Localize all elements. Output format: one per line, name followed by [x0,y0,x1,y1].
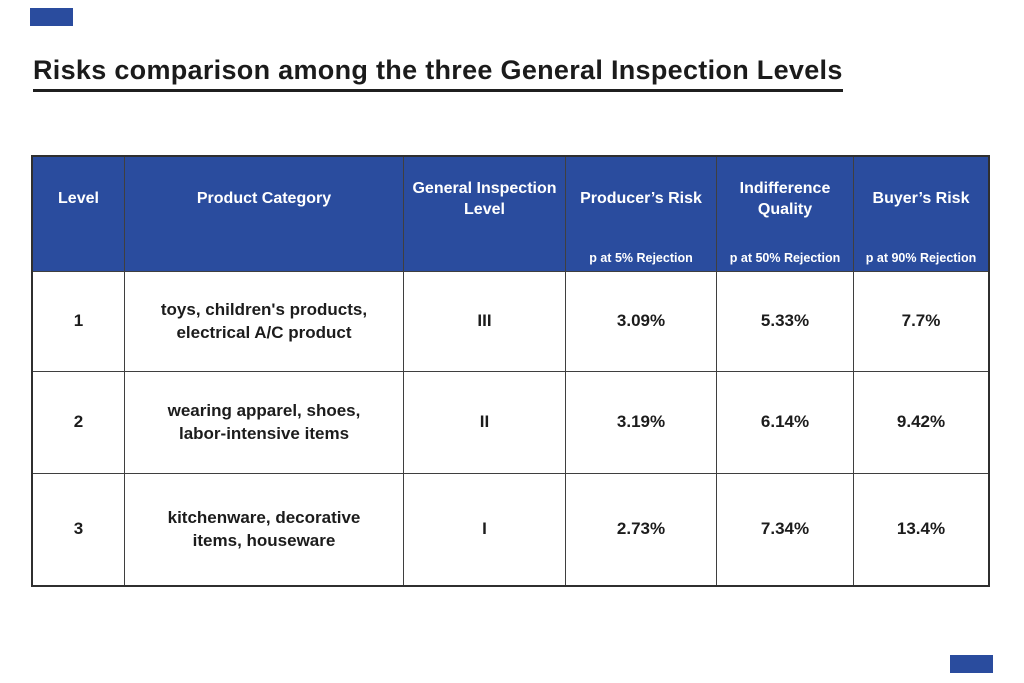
column-header-sublabel [33,242,124,271]
table-row-2-level: 2 [33,372,125,474]
cell-value: 9.42% [896,412,946,432]
corner-accent-bottom-right [950,655,993,673]
column-header-indifference-quality: Indifference Quality p at 50% Rejection [717,157,854,272]
table-grid: Level Product Category General Inspectio… [33,157,988,585]
cell-value: III [477,311,492,331]
cell-value: 7.7% [901,311,941,331]
column-header-sublabel [125,242,403,271]
table-row-2-buyers-risk: 9.42% [854,372,988,474]
table-row-2-general-inspection-level: II [404,372,566,474]
table-row-3-product-category: kitchenware, decorative items, houseware [125,474,404,585]
cell-value: 2.73% [616,519,666,539]
column-header-sublabel [404,242,565,271]
table-row-1-producers-risk: 3.09% [566,272,717,372]
cell-value: 3.19% [616,412,666,432]
cell-value: I [482,519,487,539]
table-row-1-general-inspection-level: III [404,272,566,372]
column-header-level: Level [33,157,125,272]
cell-value: kitchenware, decorative items, houseware [167,507,361,550]
cell-value: wearing apparel, shoes, labor-intensive … [167,400,361,443]
table-row-3-buyers-risk: 13.4% [854,474,988,585]
column-header-label: General Inspection Level [412,179,557,218]
table-row-1-product-category: toys, children's products, electrical A/… [125,272,404,372]
table-row-3-level: 3 [33,474,125,585]
table-row-2-indifference-quality: 6.14% [717,372,854,474]
column-header-general-inspection-level: General Inspection Level [404,157,566,272]
column-header-label: Buyer’s Risk [872,190,970,208]
table-row-1-level: 1 [33,272,125,372]
cell-value: 7.34% [760,519,810,539]
table-row-3-general-inspection-level: I [404,474,566,585]
table-row-1-indifference-quality: 5.33% [717,272,854,372]
cell-value: 1 [73,311,84,331]
table-row-3-producers-risk: 2.73% [566,474,717,585]
column-header-sublabel: p at 50% Rejection [729,250,841,265]
column-header-buyers-risk: Buyer’s Risk p at 90% Rejection [854,157,988,272]
page-title: Risks comparison among the three General… [33,55,843,92]
cell-value: 2 [73,412,84,432]
table-row-2-producers-risk: 3.19% [566,372,717,474]
column-header-label: Product Category [196,190,332,208]
cell-value: 5.33% [760,311,810,331]
column-header-label: Indifference Quality [739,179,831,218]
cell-value: 3.09% [616,311,666,331]
corner-accent-top-left [30,8,73,26]
column-header-producers-risk: Producer’s Risk p at 5% Rejection [566,157,717,272]
cell-value: II [479,412,490,432]
column-header-label: Producer’s Risk [580,190,702,208]
cell-value: toys, children's products, electrical A/… [160,299,368,342]
cell-value: 3 [73,519,84,539]
cell-value: 13.4% [896,519,946,539]
column-header-sublabel: p at 90% Rejection [865,250,977,265]
page-title-wrap: Risks comparison among the three General… [33,55,843,92]
column-header-label: Level [58,190,99,208]
table-row-2-product-category: wearing apparel, shoes, labor-intensive … [125,372,404,474]
table-row-3-indifference-quality: 7.34% [717,474,854,585]
table-row-1-buyers-risk: 7.7% [854,272,988,372]
cell-value: 6.14% [760,412,810,432]
risks-comparison-table: Level Product Category General Inspectio… [31,155,990,587]
column-header-sublabel: p at 5% Rejection [589,250,693,265]
column-header-product-category: Product Category [125,157,404,272]
